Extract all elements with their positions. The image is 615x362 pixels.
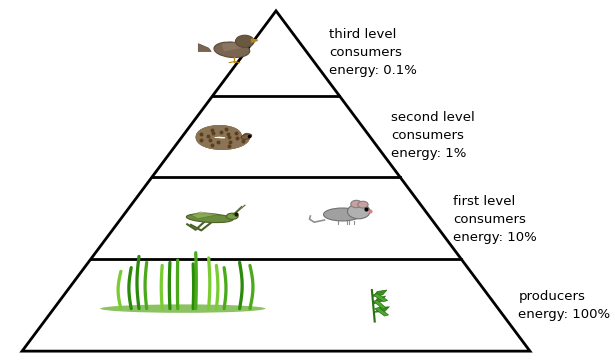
Text: second level
consumers
energy: 1%: second level consumers energy: 1% [391, 111, 475, 160]
Ellipse shape [100, 304, 266, 313]
Ellipse shape [214, 42, 250, 58]
Text: producers
energy: 100%: producers energy: 100% [518, 290, 610, 321]
Polygon shape [373, 296, 386, 304]
Ellipse shape [186, 214, 233, 223]
Polygon shape [375, 307, 389, 312]
Circle shape [236, 35, 254, 47]
Polygon shape [198, 44, 211, 51]
Polygon shape [221, 42, 241, 51]
Ellipse shape [241, 134, 252, 139]
Circle shape [347, 204, 370, 219]
Ellipse shape [323, 208, 361, 221]
Polygon shape [252, 39, 258, 42]
Polygon shape [373, 290, 387, 296]
Text: third level
consumers
energy: 0.1%: third level consumers energy: 0.1% [329, 28, 417, 77]
Polygon shape [373, 294, 387, 302]
Polygon shape [375, 308, 389, 316]
Polygon shape [191, 212, 219, 219]
Ellipse shape [226, 213, 238, 219]
Circle shape [358, 201, 368, 208]
Text: first level
consumers
energy: 10%: first level consumers energy: 10% [453, 194, 537, 244]
Polygon shape [22, 11, 530, 351]
Polygon shape [373, 300, 387, 309]
Circle shape [351, 200, 362, 208]
